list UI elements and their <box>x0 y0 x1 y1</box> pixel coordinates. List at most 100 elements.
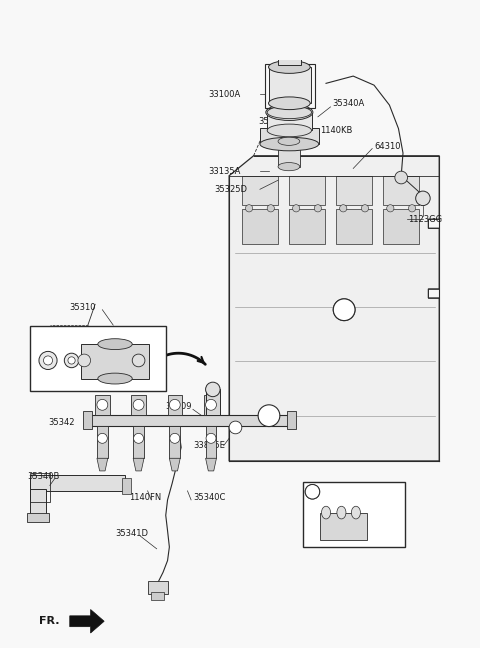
Circle shape <box>206 434 216 443</box>
Ellipse shape <box>265 23 312 38</box>
Text: 35325D: 35325D <box>215 185 248 194</box>
Text: 31337F: 31337F <box>324 487 355 496</box>
Circle shape <box>340 205 347 212</box>
Ellipse shape <box>268 61 310 73</box>
Text: 35340A: 35340A <box>332 98 365 108</box>
Bar <box>383 209 420 244</box>
Ellipse shape <box>260 137 319 151</box>
Text: 33135A: 33135A <box>208 167 240 176</box>
Circle shape <box>267 205 275 212</box>
Bar <box>151 592 164 599</box>
Bar <box>88 415 292 426</box>
Ellipse shape <box>98 339 132 349</box>
Bar <box>84 411 92 429</box>
Ellipse shape <box>337 506 346 519</box>
Ellipse shape <box>98 373 132 384</box>
Bar <box>169 426 180 458</box>
Bar <box>148 581 168 594</box>
Bar <box>383 176 420 205</box>
Text: 1140FN: 1140FN <box>130 492 162 502</box>
Circle shape <box>416 191 430 205</box>
Circle shape <box>258 0 273 4</box>
Bar <box>81 344 149 378</box>
Circle shape <box>229 421 242 434</box>
Bar <box>260 128 319 144</box>
Text: A: A <box>340 305 348 315</box>
Circle shape <box>133 399 144 410</box>
Circle shape <box>333 299 355 321</box>
Text: 35309: 35309 <box>166 402 192 411</box>
Text: 35310: 35310 <box>70 303 96 312</box>
Polygon shape <box>205 458 216 471</box>
Ellipse shape <box>278 45 300 53</box>
Bar <box>242 209 278 244</box>
Ellipse shape <box>278 137 300 145</box>
Polygon shape <box>260 0 318 32</box>
Ellipse shape <box>268 97 310 110</box>
Text: 1123GG: 1123GG <box>408 214 443 224</box>
Polygon shape <box>70 610 104 633</box>
Bar <box>242 176 278 205</box>
Bar <box>289 209 325 244</box>
Bar <box>27 513 49 522</box>
Polygon shape <box>169 458 180 471</box>
Circle shape <box>44 356 52 365</box>
Bar <box>336 176 372 205</box>
Circle shape <box>395 171 408 184</box>
Bar <box>303 482 405 547</box>
Ellipse shape <box>275 25 304 36</box>
Text: A: A <box>265 411 273 421</box>
Text: a: a <box>263 0 268 1</box>
Bar <box>265 64 315 108</box>
Circle shape <box>132 354 145 367</box>
Circle shape <box>97 434 108 443</box>
Text: 35342: 35342 <box>48 417 74 426</box>
Text: 33100A: 33100A <box>208 89 240 98</box>
Ellipse shape <box>278 163 300 170</box>
Circle shape <box>361 205 369 212</box>
Circle shape <box>306 8 316 17</box>
Text: 35341D: 35341D <box>115 529 148 538</box>
Circle shape <box>169 399 180 410</box>
Circle shape <box>314 205 322 212</box>
Text: 35305: 35305 <box>258 117 285 126</box>
Bar <box>30 326 166 391</box>
Bar <box>267 112 312 130</box>
Bar <box>30 489 46 518</box>
Bar <box>275 31 303 51</box>
Bar <box>336 209 372 244</box>
Text: a: a <box>310 487 315 496</box>
Bar <box>320 513 367 540</box>
Circle shape <box>333 299 355 321</box>
Circle shape <box>133 434 144 443</box>
Ellipse shape <box>267 124 312 137</box>
Bar <box>269 67 311 103</box>
Bar <box>287 411 296 429</box>
Bar <box>275 31 303 51</box>
Ellipse shape <box>266 104 313 121</box>
Bar <box>132 395 146 415</box>
Bar <box>205 389 220 415</box>
Text: 35312F: 35312F <box>34 380 63 389</box>
Text: 35312A: 35312A <box>36 330 68 339</box>
Ellipse shape <box>322 506 331 519</box>
Bar <box>204 395 218 415</box>
Bar <box>289 176 325 205</box>
Bar <box>97 426 108 458</box>
Circle shape <box>258 405 280 426</box>
Circle shape <box>64 353 79 367</box>
Bar <box>168 395 182 415</box>
Circle shape <box>39 351 57 369</box>
Bar <box>278 141 300 167</box>
Text: 35340C: 35340C <box>193 492 225 502</box>
Circle shape <box>205 399 216 410</box>
Ellipse shape <box>351 506 360 519</box>
Circle shape <box>97 399 108 410</box>
Bar <box>30 473 50 502</box>
Ellipse shape <box>267 106 312 119</box>
Bar <box>122 478 132 494</box>
Text: 64310: 64310 <box>374 142 400 151</box>
Circle shape <box>245 205 252 212</box>
Circle shape <box>68 357 75 364</box>
Circle shape <box>408 205 416 212</box>
